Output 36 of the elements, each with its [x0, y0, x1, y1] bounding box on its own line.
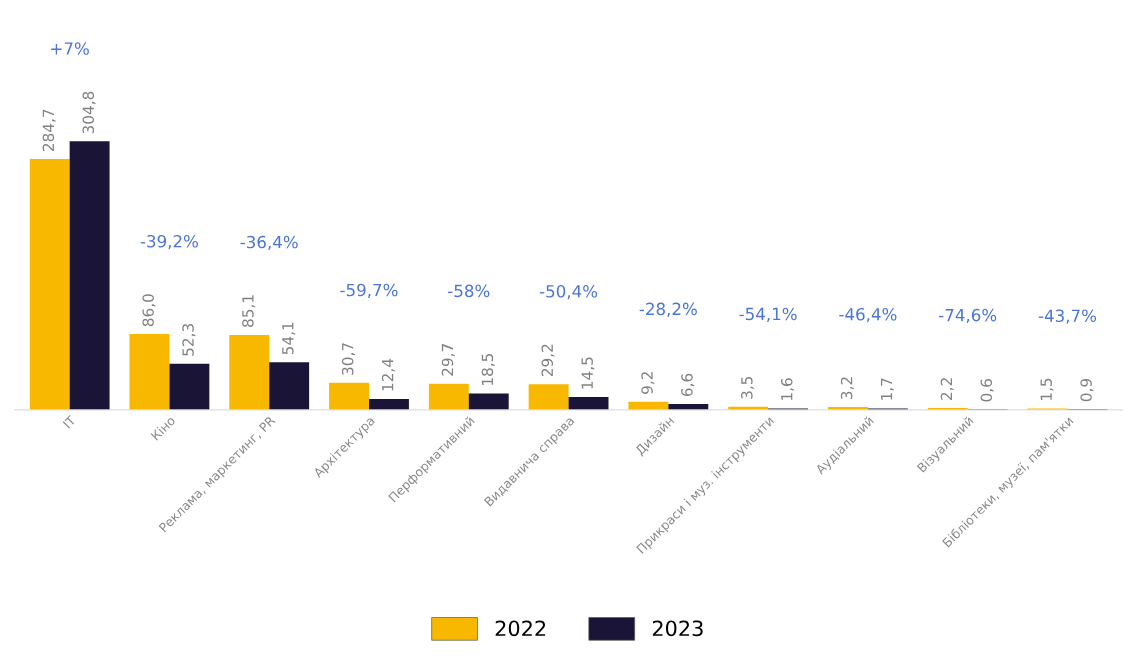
- data-label: 29,7: [441, 344, 455, 376]
- annotation: -39,2%: [140, 234, 198, 250]
- legend-label: 2022: [495, 620, 546, 637]
- data-label: 284,7: [42, 109, 56, 151]
- data-label: 0,6: [980, 379, 994, 402]
- data-label: 14,5: [581, 357, 595, 389]
- data-label: 12,4: [381, 358, 395, 391]
- data-label: 86,0: [142, 294, 156, 327]
- annotation: -50,4%: [539, 285, 598, 300]
- data-label: 304,8: [82, 91, 96, 134]
- data-label: 54,1: [282, 322, 296, 355]
- x-tick-label: IT: [62, 415, 77, 429]
- data-label: 6,6: [681, 373, 695, 397]
- data-label: 2,2: [940, 378, 954, 400]
- data-label: 1,6: [780, 378, 795, 400]
- annotation: -54,1%: [739, 307, 797, 322]
- text: +7%: [51, 42, 89, 55]
- data-label: 3,2: [840, 377, 854, 399]
- annotation: -59,7%: [340, 283, 398, 298]
- annotation: -74,6%: [939, 308, 997, 324]
- data-label: 85,1: [242, 295, 256, 327]
- annotation: -28,2%: [639, 302, 697, 317]
- data-label: 29,2: [541, 344, 555, 377]
- annotation: -46,4%: [839, 307, 897, 323]
- annotation: -43,7%: [1038, 309, 1097, 324]
- data-label: 52,3: [182, 324, 196, 356]
- data-label: 1,5: [1040, 378, 1054, 400]
- data-label: 9,2: [641, 372, 655, 394]
- data-label: 30,7: [341, 343, 356, 375]
- legend-label: 2023: [652, 620, 703, 637]
- data-label: 18,5: [481, 353, 495, 385]
- data-label: 3,5: [741, 376, 755, 399]
- annotation: -58%: [448, 284, 490, 298]
- data-label: 1,7: [880, 378, 894, 400]
- annotation: -36,4%: [240, 235, 298, 251]
- data-label: 0,9: [1080, 378, 1094, 402]
